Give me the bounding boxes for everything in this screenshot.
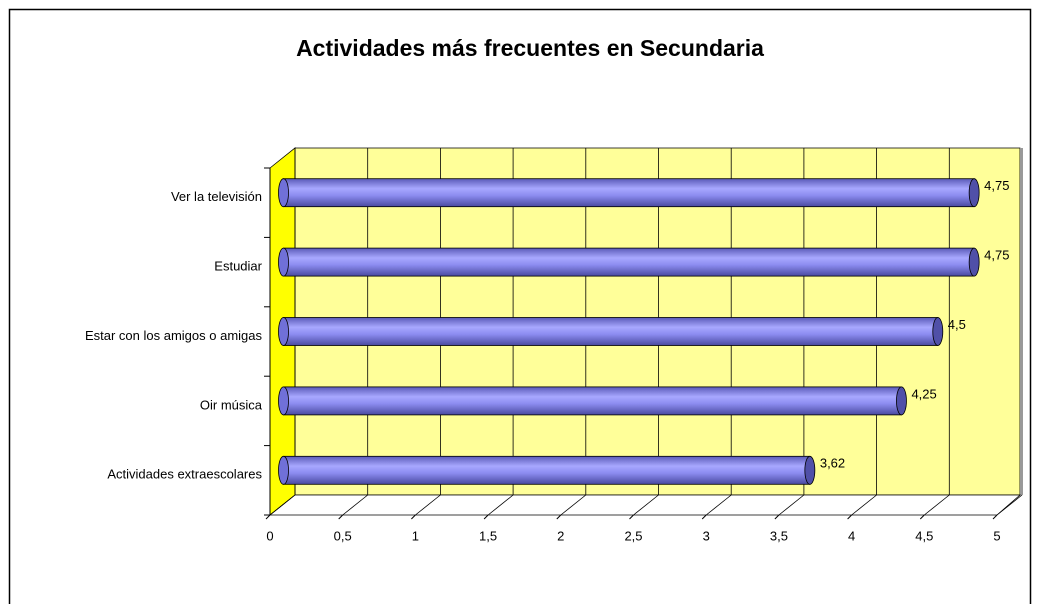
value-label: 4,25 (911, 386, 936, 401)
x-tick-label: 1,5 (479, 528, 497, 543)
x-tick-label: 3,5 (770, 528, 788, 543)
x-tick (992, 514, 998, 520)
bar (283, 247, 975, 277)
x-tick (483, 514, 489, 520)
category-label: Estar con los amigos o amigas (85, 328, 263, 343)
floor-grid-line (996, 494, 1023, 516)
floor-grid-line (778, 494, 805, 516)
x-tick-label: 2,5 (624, 528, 642, 543)
floor-grid-line (415, 494, 441, 516)
floor-grid-line (851, 494, 877, 516)
x-tick-label: 4 (848, 528, 855, 543)
x-tick (701, 514, 707, 520)
floor-grid-line (342, 494, 368, 516)
bar-start-cap (278, 317, 289, 346)
bar (283, 455, 811, 485)
x-tick (265, 514, 271, 520)
floor (268, 494, 1022, 516)
x-tick (411, 514, 416, 520)
x-tick-label: 3 (703, 528, 710, 543)
bar-start-cap (278, 247, 289, 277)
value-label: 4,75 (984, 248, 1009, 263)
bar-end-cap (804, 455, 816, 485)
floor-grid-line (269, 494, 296, 516)
x-tick-label: 4,5 (915, 528, 933, 543)
x-tick (774, 514, 780, 520)
chart-title: Actividades más frecuentes en Secundaria (296, 35, 764, 61)
x-tick-label: 0 (266, 528, 273, 543)
bar-start-cap (278, 386, 289, 416)
bar-end-cap (968, 178, 980, 208)
floor-grid-line (487, 494, 514, 516)
value-label: 4,75 (984, 178, 1009, 193)
bar (283, 178, 975, 208)
floor-grid-line (633, 494, 659, 516)
x-tick (629, 514, 634, 520)
bar-end-cap (932, 317, 944, 346)
value-label: 3,62 (820, 456, 845, 471)
bar-start-cap (278, 178, 289, 208)
x-tick (338, 514, 344, 520)
bar (283, 386, 902, 416)
category-label: Estudiar (214, 259, 262, 274)
floor-grid-line (560, 494, 587, 516)
x-tick-label: 0,5 (334, 528, 352, 543)
category-label: Actividades extraescolares (107, 467, 262, 482)
category-label: Oir música (200, 397, 263, 412)
x-tick (556, 514, 562, 520)
category-label: Ver la televisión (171, 189, 262, 204)
value-label: 4,5 (948, 317, 966, 332)
floor-grid-line (924, 494, 950, 516)
x-tick-label: 5 (993, 528, 1000, 543)
x-tick-label: 2 (557, 528, 564, 543)
bar-start-cap (278, 455, 289, 485)
bar-end-cap (896, 386, 907, 416)
x-tick (847, 514, 852, 520)
floor-grid-line (705, 494, 732, 516)
x-tick-label: 1 (412, 528, 419, 543)
x-tick (919, 514, 925, 520)
bar-end-cap (968, 247, 980, 277)
bar (283, 317, 939, 346)
